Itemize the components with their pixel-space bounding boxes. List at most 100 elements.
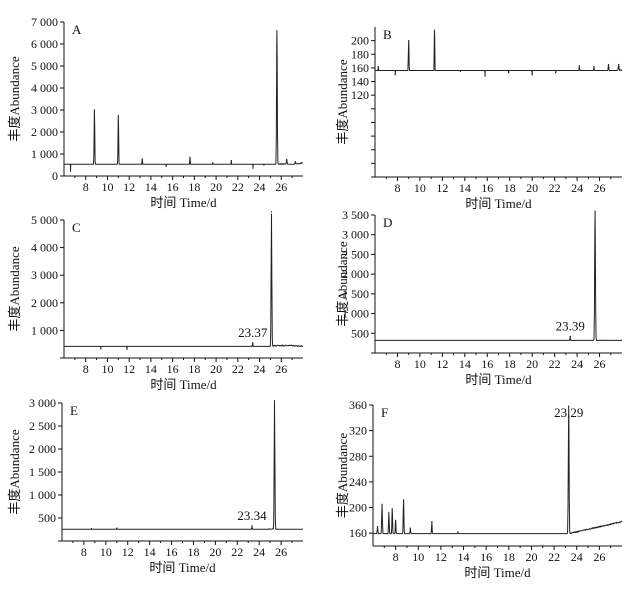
y-tick-label-d-1500: 1 500 bbox=[342, 287, 369, 301]
y-tick-label-d-2500: 2 500 bbox=[342, 247, 369, 261]
x-tick-label-f-12: 12 bbox=[435, 550, 447, 564]
peak-a-11 bbox=[286, 158, 288, 161]
y-axis-title-e: 丰度Abundance bbox=[7, 429, 22, 514]
x-tick-label-c-26: 26 bbox=[275, 362, 287, 376]
peak-a-7 bbox=[230, 160, 232, 162]
peak-b-2 bbox=[408, 40, 410, 42]
x-tick-label-b-24: 24 bbox=[571, 181, 583, 195]
y-tick-label-d-3500: 3 500 bbox=[342, 208, 369, 222]
x-tick-label-a-20: 20 bbox=[210, 180, 222, 194]
chromatogram-trace-c bbox=[63, 213, 304, 350]
peak-annotation-e: 23.34 bbox=[237, 508, 267, 523]
peak-f-8 bbox=[457, 531, 459, 533]
y-tick-label-a-5000: 5 000 bbox=[31, 59, 58, 73]
peak-d-1 bbox=[594, 210, 596, 212]
peak-f-9 bbox=[568, 405, 570, 407]
panel-letter-c: C bbox=[72, 220, 81, 235]
y-tick-label-a-3000: 3 000 bbox=[31, 103, 58, 117]
peak-f-1 bbox=[381, 503, 383, 505]
peak-f-4 bbox=[395, 519, 397, 521]
y-tick-label-d-1000: 1 000 bbox=[342, 307, 369, 321]
peak-f-6 bbox=[409, 527, 411, 529]
x-tick-label-c-22: 22 bbox=[232, 362, 244, 376]
panel-e: 8 10 12 14 16 18 20 22 24 26 500 1 000 1 500 2 000 2 5… bbox=[7, 396, 304, 575]
peak-b-7 bbox=[531, 74, 533, 76]
peak-annotation-d: 23.39 bbox=[556, 318, 585, 333]
x-tick-label-d-14: 14 bbox=[459, 357, 471, 371]
y-axis-title-f: 丰度Abundance bbox=[335, 433, 350, 518]
peak-c-2 bbox=[252, 342, 254, 344]
peak-e-2 bbox=[251, 525, 253, 527]
y-tick-label-a-1000: 1 000 bbox=[31, 147, 58, 161]
peak-d-0 bbox=[569, 335, 571, 338]
peak-b-3 bbox=[433, 29, 436, 32]
panel-letter-e: E bbox=[70, 403, 78, 418]
y-tick-label-a-7000: 7 000 bbox=[31, 15, 58, 29]
x-tick-label-d-18: 18 bbox=[504, 357, 516, 371]
y-tick-label-f-160: 160 bbox=[349, 526, 367, 540]
y-tick-label-e-3000: 3 000 bbox=[29, 396, 56, 410]
peak-b-0 bbox=[377, 65, 379, 68]
x-tick-label-d-20: 20 bbox=[526, 357, 538, 371]
peak-b-5 bbox=[484, 75, 486, 77]
chromatogram-trace-e bbox=[61, 400, 304, 530]
panel-letter-f: F bbox=[381, 405, 388, 420]
peak-f-5 bbox=[402, 499, 405, 501]
peak-a-4 bbox=[165, 165, 167, 168]
peak-e-0 bbox=[90, 527, 93, 530]
y-tick-label-b-180: 180 bbox=[351, 47, 369, 61]
peak-c-3 bbox=[270, 211, 273, 213]
x-tick-label-d-8: 8 bbox=[394, 357, 400, 371]
y-tick-label-e-2000: 2 000 bbox=[29, 442, 56, 456]
peak-e-3 bbox=[273, 400, 276, 402]
x-tick-label-b-14: 14 bbox=[459, 181, 471, 195]
y-tick-label-a-4000: 4 000 bbox=[31, 81, 58, 95]
peak-b-6 bbox=[508, 72, 510, 74]
peak-annotation-f: 23.29 bbox=[554, 405, 583, 420]
peak-f-3 bbox=[391, 508, 393, 510]
x-axis-title-e: 时间 Time/d bbox=[149, 560, 216, 575]
y-tick-label-c-2000: 2 000 bbox=[31, 296, 58, 310]
panel-letter-b: B bbox=[383, 27, 392, 42]
x-tick-label-d-24: 24 bbox=[571, 357, 583, 371]
peak-c-1 bbox=[126, 348, 128, 351]
y-tick-label-c-5000: 5 000 bbox=[31, 213, 58, 227]
chromatogram-trace-f bbox=[372, 405, 623, 535]
y-tick-label-f-240: 240 bbox=[349, 475, 367, 489]
x-tick-label-c-18: 18 bbox=[188, 362, 200, 376]
x-tick-label-a-26: 26 bbox=[275, 180, 287, 194]
panel-f: 8 10 12 14 16 18 20 22 24 26 160 200 240 280 320 360 F 23… bbox=[335, 398, 623, 580]
x-tick-label-e-22: 22 bbox=[231, 545, 243, 559]
peak-f-2 bbox=[388, 512, 390, 514]
peak-a-2 bbox=[117, 114, 119, 117]
x-tick-label-a-22: 22 bbox=[232, 180, 244, 194]
x-tick-label-a-24: 24 bbox=[254, 180, 266, 194]
peak-f-0 bbox=[376, 526, 379, 528]
panel-letter-d: D bbox=[383, 215, 392, 230]
x-tick-label-b-20: 20 bbox=[526, 181, 538, 195]
x-tick-label-e-14: 14 bbox=[144, 545, 156, 559]
x-tick-label-b-26: 26 bbox=[594, 181, 606, 195]
x-tick-label-f-16: 16 bbox=[480, 550, 492, 564]
peak-annotation-c: 23.37 bbox=[238, 325, 268, 340]
y-axis-title-a: 丰度Abundance bbox=[7, 56, 22, 141]
y-tick-label-c-4000: 4 000 bbox=[31, 241, 58, 255]
x-tick-label-c-14: 14 bbox=[145, 362, 157, 376]
peak-a-8 bbox=[252, 167, 254, 169]
x-tick-label-f-14: 14 bbox=[458, 550, 470, 564]
y-tick-label-e-1500: 1 500 bbox=[29, 465, 56, 479]
x-tick-label-c-20: 20 bbox=[210, 362, 222, 376]
x-tick-label-b-10: 10 bbox=[414, 181, 426, 195]
y-tick-label-d-2000: 2 000 bbox=[342, 267, 369, 281]
chromatogram-trace-a bbox=[63, 30, 304, 172]
x-tick-label-f-22: 22 bbox=[548, 550, 560, 564]
x-tick-label-f-10: 10 bbox=[412, 550, 424, 564]
x-tick-label-e-10: 10 bbox=[100, 545, 112, 559]
x-tick-label-e-26: 26 bbox=[275, 545, 287, 559]
peak-b-11 bbox=[607, 63, 610, 66]
peak-a-0 bbox=[69, 170, 72, 172]
x-tick-label-e-12: 12 bbox=[122, 545, 134, 559]
x-tick-label-b-22: 22 bbox=[549, 181, 561, 195]
y-tick-label-d-500: 500 bbox=[351, 326, 369, 340]
